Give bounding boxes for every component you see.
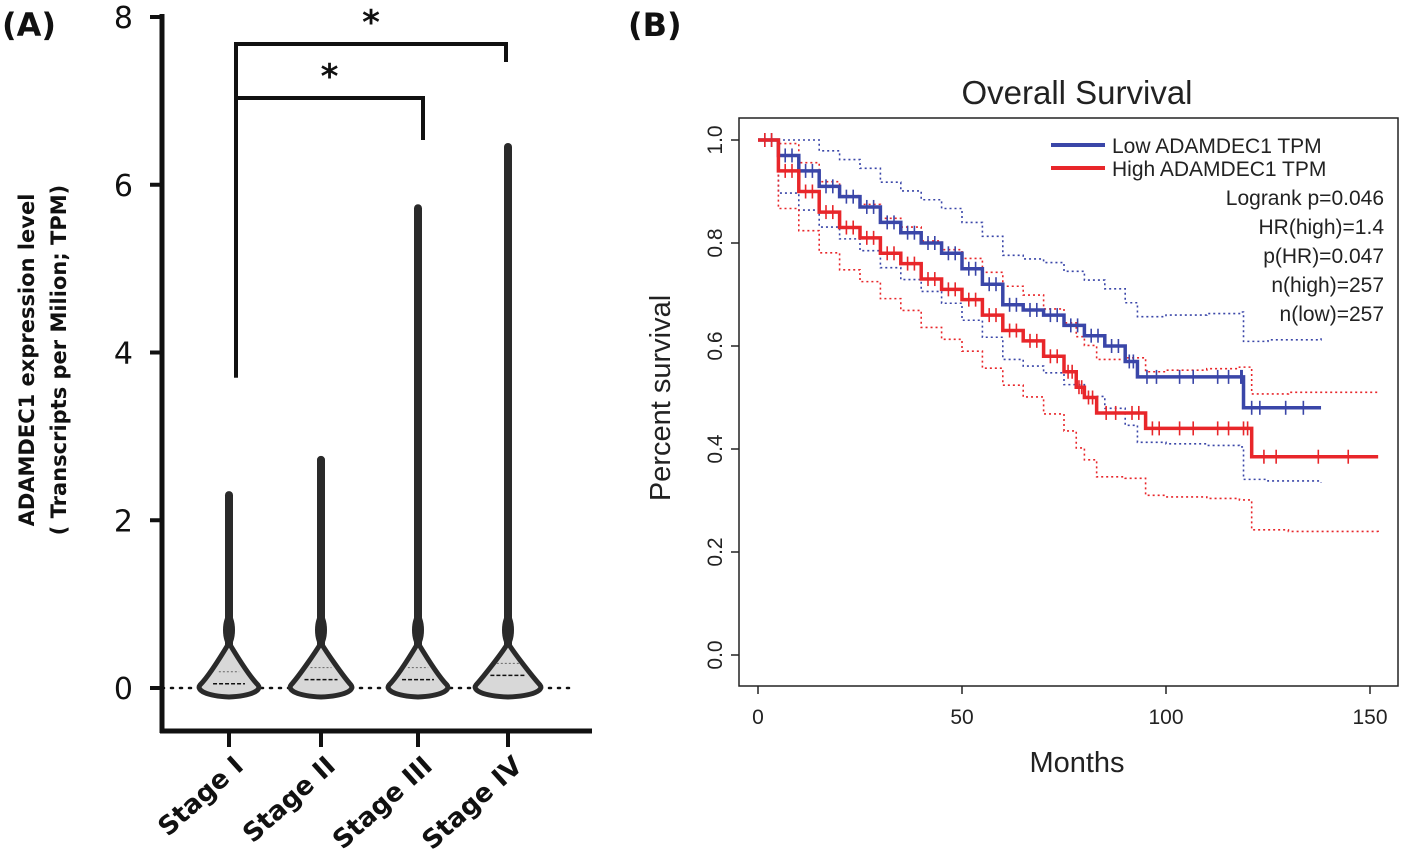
panel-b-legend: Low ADAMDEC1 TPM High ADAMDEC1 TPM Logra… <box>1051 135 1384 326</box>
b-ytick-label: 0.6 <box>704 331 727 360</box>
panel-b-axes: 0 50 100 150 0.0 0.2 0.4 0.6 0.8 1.0 <box>704 125 1388 729</box>
panel-a-y-ticks: 0 2 4 6 8 <box>114 1 162 707</box>
b-xtick-label: 100 <box>1148 706 1183 729</box>
panel-b: (B) Overall Survival 0 50 100 1500.00.20.40… <box>628 6 1399 779</box>
a-ytick-label: 2 <box>114 504 133 539</box>
a-ytick-label: 4 <box>114 337 133 372</box>
stat-n-low: n(low)=257 <box>1280 303 1384 326</box>
panel-a-ylabel-line1: ADAMDEC1 expression level <box>15 194 39 527</box>
panel-b-ylabel: Percent survival <box>645 295 677 501</box>
a-xtick-label: Stage I <box>153 751 250 843</box>
a-violin-bulge <box>502 614 514 646</box>
panel-a-significance: ** <box>234 3 508 378</box>
b-xtick-label: 50 <box>950 706 973 729</box>
b-ytick-label: 0.4 <box>704 434 727 464</box>
b-xtick-label: 0 <box>752 706 764 729</box>
a-violin-body <box>196 640 262 700</box>
b-survival-curve <box>758 138 1379 459</box>
a-violin-bulge <box>223 614 235 646</box>
panel-a-violins <box>196 143 544 700</box>
b-xtick-label: 150 <box>1352 706 1387 729</box>
stat-n-high: n(high)=257 <box>1271 274 1384 297</box>
panel-b-plot-frame <box>738 117 1399 687</box>
a-violin-body <box>472 640 544 700</box>
a-violin-bulge <box>412 614 424 646</box>
a-significance-bracket <box>234 42 508 378</box>
a-violin-bulge <box>315 614 327 646</box>
b-ytick-label: 0.8 <box>704 228 727 257</box>
panel-a: (A) ADAMDEC1 expression level ( Transcri… <box>2 1 592 856</box>
b-ci-upper <box>758 139 1322 343</box>
a-significance-star: * <box>362 3 380 43</box>
panel-b-survival-curves <box>758 138 1379 459</box>
legend-low-label: Low ADAMDEC1 TPM <box>1112 135 1322 158</box>
stat-hr: HR(high)=1.4 <box>1259 216 1385 239</box>
a-ytick-label: 6 <box>114 169 133 204</box>
a-xtick-label: Stage II <box>237 751 341 849</box>
b-ci-lower <box>758 139 1379 533</box>
a-violin-body <box>385 640 451 700</box>
b-survival-curve <box>758 138 1322 410</box>
a-significance-star: * <box>321 57 339 97</box>
a-ytick-label: 8 <box>114 1 133 36</box>
a-violin-body <box>287 640 355 700</box>
panel-b-censor-marks <box>763 133 1350 464</box>
a-significance-bracket <box>234 96 425 378</box>
b-ytick-label: 0.2 <box>704 537 727 566</box>
panel-a-ylabel-line2: ( Transcripts per Milion; TPM) <box>47 185 71 536</box>
panel-b-label: (B) <box>628 6 682 44</box>
stat-logrank: Logrank p=0.046 <box>1226 187 1384 210</box>
a-ytick-label: 0 <box>114 672 133 707</box>
panel-a-label: (A) <box>2 6 56 44</box>
b-ytick-label: 0.0 <box>704 640 727 669</box>
b-ytick-label: 1.0 <box>704 125 727 154</box>
panel-b-title: Overall Survival <box>961 74 1192 111</box>
stat-p-hr: p(HR)=0.047 <box>1263 245 1384 268</box>
panel-b-xlabel: Months <box>1029 747 1124 779</box>
legend-high-label: High ADAMDEC1 TPM <box>1112 158 1326 181</box>
a-xtick-label: Stage IV <box>417 751 529 856</box>
